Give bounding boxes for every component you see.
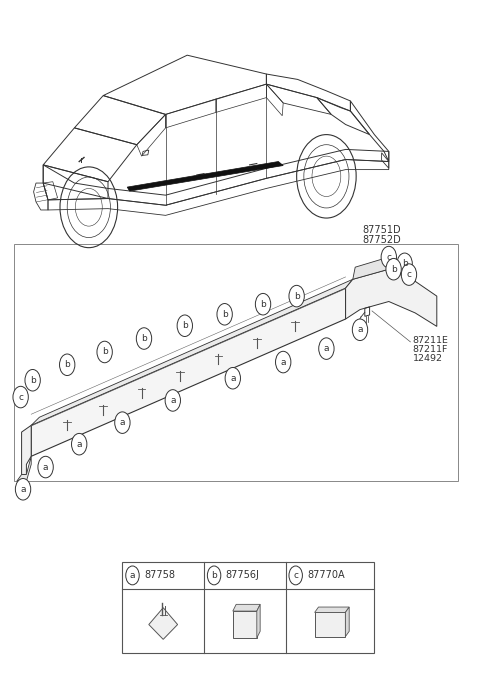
Polygon shape: [31, 279, 353, 425]
Circle shape: [15, 479, 31, 500]
Text: a: a: [170, 396, 176, 405]
Circle shape: [319, 338, 334, 359]
Text: b: b: [260, 299, 266, 309]
Circle shape: [97, 341, 112, 363]
Circle shape: [386, 258, 401, 280]
Text: 87756J: 87756J: [226, 571, 260, 580]
Text: 87758: 87758: [144, 571, 175, 580]
Text: a: a: [280, 357, 286, 367]
Text: 87770A: 87770A: [307, 571, 345, 580]
Text: b: b: [141, 334, 147, 343]
Circle shape: [225, 367, 240, 389]
Text: c: c: [293, 571, 298, 580]
Text: b: b: [64, 360, 70, 369]
Text: a: a: [76, 439, 82, 449]
Text: a: a: [357, 325, 363, 334]
Circle shape: [276, 351, 291, 373]
Circle shape: [126, 566, 139, 585]
Text: a: a: [324, 344, 329, 353]
Text: b: b: [222, 310, 228, 319]
Polygon shape: [22, 425, 31, 474]
Circle shape: [289, 566, 302, 585]
Circle shape: [207, 566, 221, 585]
Circle shape: [60, 354, 75, 376]
Text: b: b: [182, 321, 188, 330]
Text: a: a: [230, 374, 236, 383]
FancyBboxPatch shape: [315, 612, 346, 637]
Circle shape: [401, 264, 417, 285]
Text: b: b: [402, 259, 408, 269]
Circle shape: [136, 328, 152, 349]
Text: a: a: [120, 418, 125, 427]
Circle shape: [397, 253, 412, 275]
Text: a: a: [130, 571, 135, 580]
FancyBboxPatch shape: [233, 611, 257, 638]
Text: b: b: [211, 571, 217, 580]
Text: 87752D: 87752D: [362, 235, 401, 244]
Text: 87751D: 87751D: [362, 225, 401, 235]
Text: a: a: [20, 485, 26, 494]
Polygon shape: [257, 604, 260, 638]
Text: b: b: [294, 291, 300, 301]
Circle shape: [177, 315, 192, 336]
Circle shape: [72, 433, 87, 455]
Polygon shape: [233, 604, 260, 611]
Text: b: b: [391, 264, 396, 274]
Text: b: b: [30, 376, 36, 385]
Circle shape: [13, 386, 28, 408]
Polygon shape: [346, 269, 437, 326]
Circle shape: [165, 390, 180, 411]
Text: 87211E: 87211E: [413, 336, 449, 345]
Text: c: c: [407, 270, 411, 279]
Text: 87211F: 87211F: [413, 345, 448, 354]
Polygon shape: [315, 607, 349, 612]
Circle shape: [115, 412, 130, 433]
Text: 12492: 12492: [413, 353, 443, 363]
Circle shape: [352, 319, 368, 341]
Polygon shape: [346, 607, 349, 637]
Circle shape: [381, 246, 396, 268]
Polygon shape: [127, 162, 283, 191]
Text: c: c: [386, 252, 391, 262]
Circle shape: [25, 369, 40, 391]
Circle shape: [255, 293, 271, 315]
Text: a: a: [43, 462, 48, 472]
Circle shape: [38, 456, 53, 478]
Polygon shape: [353, 257, 415, 281]
Text: b: b: [102, 347, 108, 357]
Circle shape: [289, 285, 304, 307]
Polygon shape: [31, 288, 346, 456]
Polygon shape: [17, 456, 31, 481]
Circle shape: [217, 304, 232, 325]
Polygon shape: [149, 608, 178, 639]
Text: c: c: [18, 392, 23, 402]
